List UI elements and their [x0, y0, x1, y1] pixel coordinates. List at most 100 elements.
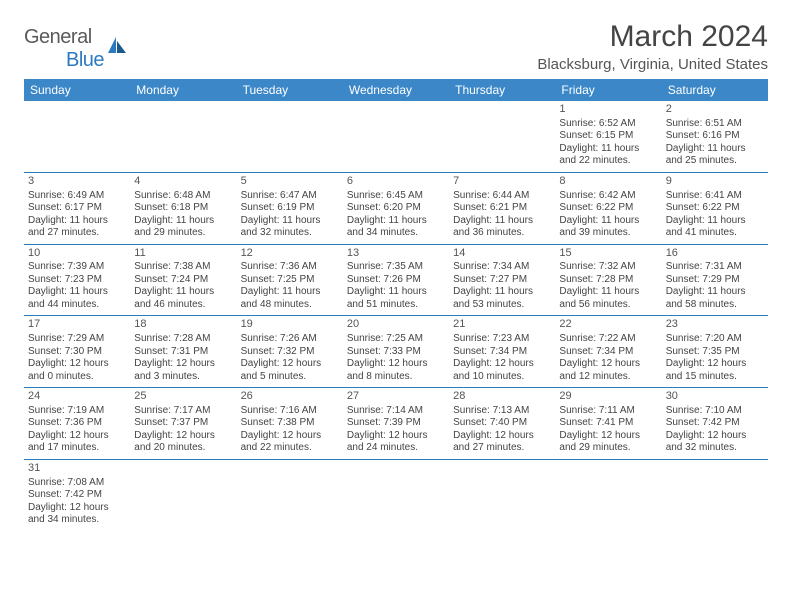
day-number: 22: [559, 318, 657, 332]
daylight-line: and 51 minutes.: [347, 299, 445, 312]
day-number: 14: [453, 247, 551, 261]
day-number: 16: [666, 247, 764, 261]
daylight-line: and 22 minutes.: [241, 442, 339, 455]
daylight-line: and 27 minutes.: [453, 442, 551, 455]
calendar-day: 3Sunrise: 6:49 AMSunset: 6:17 PMDaylight…: [24, 172, 130, 244]
calendar-day: 4Sunrise: 6:48 AMSunset: 6:18 PMDaylight…: [130, 172, 236, 244]
calendar-day: 15Sunrise: 7:32 AMSunset: 7:28 PMDayligh…: [555, 244, 661, 316]
calendar-day: 27Sunrise: 7:14 AMSunset: 7:39 PMDayligh…: [343, 388, 449, 460]
daylight-line: and 34 minutes.: [347, 227, 445, 240]
day-number: 5: [241, 175, 339, 189]
month-title: March 2024: [537, 20, 768, 54]
daylight-line: Daylight: 12 hours: [241, 358, 339, 371]
calendar-week: 24Sunrise: 7:19 AMSunset: 7:36 PMDayligh…: [24, 388, 768, 460]
day-number: 21: [453, 318, 551, 332]
calendar-day: 24Sunrise: 7:19 AMSunset: 7:36 PMDayligh…: [24, 388, 130, 460]
logo-blue: Blue: [66, 49, 104, 71]
sunset-line: Sunset: 7:26 PM: [347, 274, 445, 287]
weekday-header: Sunday: [24, 79, 130, 101]
daylight-line: and 34 minutes.: [28, 514, 126, 527]
calendar-day: 6Sunrise: 6:45 AMSunset: 6:20 PMDaylight…: [343, 172, 449, 244]
calendar-day: 19Sunrise: 7:26 AMSunset: 7:32 PMDayligh…: [237, 316, 343, 388]
sunset-line: Sunset: 7:32 PM: [241, 346, 339, 359]
daylight-line: Daylight: 11 hours: [241, 215, 339, 228]
day-number: 19: [241, 318, 339, 332]
calendar-empty: [130, 101, 236, 172]
calendar-empty: [237, 101, 343, 172]
daylight-line: and 46 minutes.: [134, 299, 232, 312]
calendar-day: 1Sunrise: 6:52 AMSunset: 6:15 PMDaylight…: [555, 101, 661, 172]
daylight-line: and 32 minutes.: [666, 442, 764, 455]
day-number: 13: [347, 247, 445, 261]
weekday-header: Friday: [555, 79, 661, 101]
calendar-day: 17Sunrise: 7:29 AMSunset: 7:30 PMDayligh…: [24, 316, 130, 388]
sunrise-line: Sunrise: 7:19 AM: [28, 405, 126, 418]
daylight-line: Daylight: 12 hours: [347, 358, 445, 371]
weekday-header-row: SundayMondayTuesdayWednesdayThursdayFrid…: [24, 79, 768, 101]
day-number: 17: [28, 318, 126, 332]
calendar-empty: [449, 101, 555, 172]
sunrise-line: Sunrise: 7:28 AM: [134, 333, 232, 346]
location: Blacksburg, Virginia, United States: [537, 56, 768, 73]
sunset-line: Sunset: 7:35 PM: [666, 346, 764, 359]
sunset-line: Sunset: 6:21 PM: [453, 202, 551, 215]
daylight-line: Daylight: 11 hours: [666, 286, 764, 299]
calendar-week: 17Sunrise: 7:29 AMSunset: 7:30 PMDayligh…: [24, 316, 768, 388]
daylight-line: Daylight: 11 hours: [28, 215, 126, 228]
day-number: 27: [347, 390, 445, 404]
sunset-line: Sunset: 7:42 PM: [666, 417, 764, 430]
calendar-table: SundayMondayTuesdayWednesdayThursdayFrid…: [24, 79, 768, 531]
daylight-line: and 48 minutes.: [241, 299, 339, 312]
weekday-header: Monday: [130, 79, 236, 101]
sunset-line: Sunset: 7:36 PM: [28, 417, 126, 430]
day-number: 29: [559, 390, 657, 404]
daylight-line: Daylight: 12 hours: [453, 430, 551, 443]
daylight-line: Daylight: 12 hours: [28, 358, 126, 371]
daylight-line: Daylight: 11 hours: [559, 215, 657, 228]
daylight-line: and 12 minutes.: [559, 371, 657, 384]
day-number: 25: [134, 390, 232, 404]
day-number: 7: [453, 175, 551, 189]
daylight-line: and 20 minutes.: [134, 442, 232, 455]
calendar-week: 3Sunrise: 6:49 AMSunset: 6:17 PMDaylight…: [24, 172, 768, 244]
day-number: 4: [134, 175, 232, 189]
sunrise-line: Sunrise: 7:16 AM: [241, 405, 339, 418]
daylight-line: and 39 minutes.: [559, 227, 657, 240]
sunrise-line: Sunrise: 7:26 AM: [241, 333, 339, 346]
sunset-line: Sunset: 7:40 PM: [453, 417, 551, 430]
calendar-day: 30Sunrise: 7:10 AMSunset: 7:42 PMDayligh…: [662, 388, 768, 460]
daylight-line: Daylight: 11 hours: [347, 286, 445, 299]
sunrise-line: Sunrise: 7:34 AM: [453, 261, 551, 274]
daylight-line: and 10 minutes.: [453, 371, 551, 384]
daylight-line: Daylight: 12 hours: [28, 430, 126, 443]
calendar-empty: [237, 459, 343, 530]
sunset-line: Sunset: 7:31 PM: [134, 346, 232, 359]
weekday-header: Saturday: [662, 79, 768, 101]
day-number: 28: [453, 390, 551, 404]
day-number: 24: [28, 390, 126, 404]
calendar-day: 21Sunrise: 7:23 AMSunset: 7:34 PMDayligh…: [449, 316, 555, 388]
weekday-header: Thursday: [449, 79, 555, 101]
calendar-day: 7Sunrise: 6:44 AMSunset: 6:21 PMDaylight…: [449, 172, 555, 244]
sunrise-line: Sunrise: 7:10 AM: [666, 405, 764, 418]
daylight-line: Daylight: 12 hours: [453, 358, 551, 371]
sunset-line: Sunset: 7:29 PM: [666, 274, 764, 287]
daylight-line: Daylight: 12 hours: [134, 430, 232, 443]
day-number: 6: [347, 175, 445, 189]
daylight-line: Daylight: 11 hours: [453, 215, 551, 228]
title-block: March 2024 Blacksburg, Virginia, United …: [537, 20, 768, 73]
sunset-line: Sunset: 7:34 PM: [453, 346, 551, 359]
sunrise-line: Sunrise: 7:39 AM: [28, 261, 126, 274]
sunset-line: Sunset: 7:24 PM: [134, 274, 232, 287]
day-number: 18: [134, 318, 232, 332]
daylight-line: and 58 minutes.: [666, 299, 764, 312]
daylight-line: Daylight: 11 hours: [28, 286, 126, 299]
day-number: 2: [666, 103, 764, 117]
calendar-day: 9Sunrise: 6:41 AMSunset: 6:22 PMDaylight…: [662, 172, 768, 244]
sunset-line: Sunset: 7:33 PM: [347, 346, 445, 359]
sunset-line: Sunset: 7:37 PM: [134, 417, 232, 430]
weekday-header: Wednesday: [343, 79, 449, 101]
sunset-line: Sunset: 7:28 PM: [559, 274, 657, 287]
calendar-empty: [662, 459, 768, 530]
daylight-line: and 36 minutes.: [453, 227, 551, 240]
